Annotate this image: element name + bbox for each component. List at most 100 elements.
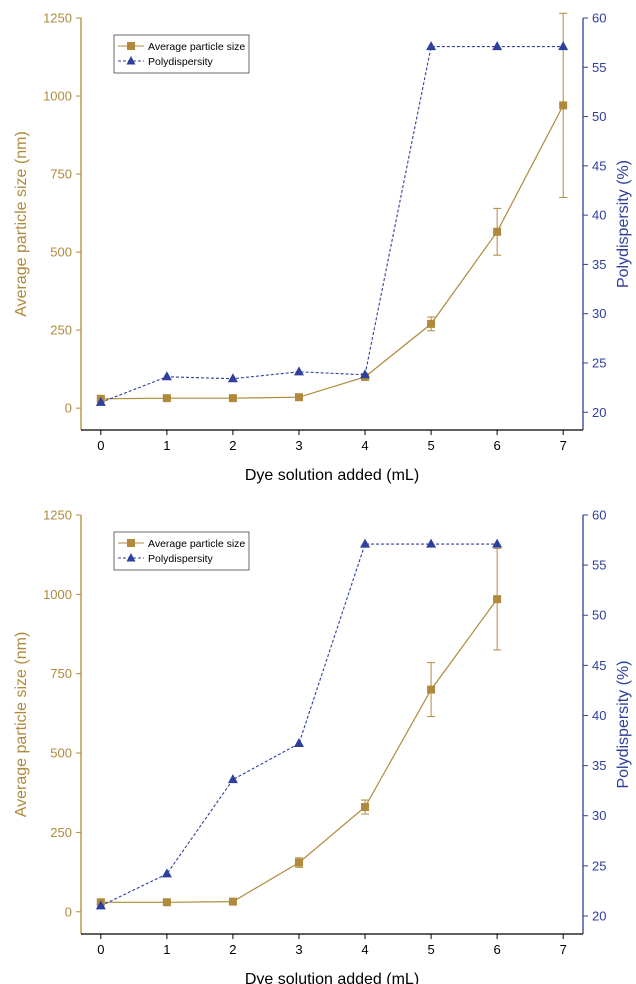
legend-marker-triangle — [126, 56, 136, 65]
y-tick-label: 250 — [50, 323, 72, 338]
legend-label: Average particle size — [148, 41, 245, 53]
y-tick-label: 1000 — [43, 587, 72, 602]
x-tick-label: 4 — [361, 438, 368, 453]
x-tick-label: 1 — [163, 942, 170, 957]
x-tick-label: 6 — [494, 942, 501, 957]
y2-tick-label: 30 — [592, 808, 606, 823]
x-tick-label: 5 — [427, 942, 434, 957]
legend: Average particle size Polydispersity — [113, 34, 250, 74]
series-polydispersity — [95, 538, 503, 910]
data-point-triangle — [360, 369, 371, 379]
y-tick-label: 250 — [50, 825, 72, 840]
y2-tick-label: 35 — [592, 257, 606, 272]
data-point-square — [493, 227, 502, 236]
y2-tick-label: 45 — [592, 158, 606, 173]
chart-2: 0 1 2 3 4 5 6 702505007501000125020253035404550… — [13, 508, 632, 984]
data-point-square — [162, 394, 171, 403]
series-line — [100, 105, 564, 400]
data-point-triangle — [558, 41, 569, 51]
data-point-square — [228, 394, 237, 403]
data-point-triangle — [360, 538, 371, 548]
y2-tick-label: 50 — [592, 608, 606, 623]
data-point-triangle — [95, 396, 106, 406]
data-point-triangle — [492, 538, 503, 548]
y2-tick-label: 55 — [592, 558, 606, 573]
x-tick-label: 2 — [229, 942, 236, 957]
y2-tick-label: 20 — [592, 405, 606, 420]
y-tick-label: 750 — [50, 167, 72, 182]
series-line — [100, 598, 498, 903]
x-tick-label: 6 — [494, 438, 501, 453]
data-point-square — [361, 803, 370, 812]
series-polydispersity — [95, 41, 569, 406]
series-average-particle-size — [96, 547, 502, 907]
legend: Average particle size Polydispersity — [113, 531, 250, 571]
series-line — [100, 543, 498, 907]
y-tick-label: 500 — [50, 746, 72, 761]
data-point-triangle — [492, 41, 503, 51]
y2-tick-label: 60 — [592, 11, 606, 26]
y-axis-title: Average particle size (nm) — [13, 131, 30, 317]
data-point-triangle — [227, 774, 238, 784]
y-tick-label: 750 — [50, 666, 72, 681]
data-point-square — [427, 319, 436, 328]
x-tick-label: 0 — [97, 942, 104, 957]
x-tick-label: 0 — [97, 438, 104, 453]
y-tick-label: 1000 — [43, 89, 72, 104]
legend-label: Polydispersity — [148, 553, 214, 565]
y-tick-label: 1250 — [43, 508, 72, 523]
y2-tick-label: 30 — [592, 306, 606, 321]
legend-box — [113, 531, 250, 571]
legend-marker-square — [127, 42, 135, 50]
y2-tick-label: 45 — [592, 658, 606, 673]
y2-tick-label: 40 — [592, 208, 606, 223]
y2-axis-title: Polydispersity (%) — [615, 160, 632, 288]
data-point-square — [294, 858, 303, 867]
y-tick-label: 0 — [65, 904, 72, 919]
data-point-triangle — [426, 538, 437, 548]
y2-tick-label: 50 — [592, 109, 606, 124]
y2-tick-label: 60 — [592, 508, 606, 523]
y2-tick-label: 25 — [592, 355, 606, 370]
data-point-triangle — [293, 366, 304, 376]
y2-axis-title: Polydispersity (%) — [615, 660, 632, 788]
data-point-triangle — [426, 41, 437, 51]
data-point-square — [162, 898, 171, 907]
x-tick-label: 3 — [295, 942, 302, 957]
data-point-triangle — [293, 738, 304, 748]
y-tick-label: 500 — [50, 245, 72, 260]
data-point-square — [228, 897, 237, 906]
legend-marker-square — [127, 539, 135, 547]
x-tick-label: 7 — [560, 942, 567, 957]
data-point-square — [559, 101, 568, 110]
series-line — [100, 46, 564, 403]
x-tick-label: 3 — [295, 438, 302, 453]
x-tick-label: 4 — [361, 942, 368, 957]
legend-label: Polydispersity — [148, 56, 214, 68]
data-point-square — [493, 595, 502, 604]
x-tick-label: 5 — [427, 438, 434, 453]
data-point-triangle — [95, 900, 106, 910]
legend-box — [113, 34, 250, 74]
y2-tick-label: 25 — [592, 858, 606, 873]
y-tick-label: 1250 — [43, 11, 72, 26]
data-point-triangle — [161, 868, 172, 878]
x-tick-label: 1 — [163, 438, 170, 453]
data-point-triangle — [161, 371, 172, 381]
data-point-square — [427, 685, 436, 694]
chart-1: 0 1 2 3 4 5 6 702505007501000125020253035404550… — [13, 11, 632, 485]
x-tick-label: 2 — [229, 438, 236, 453]
y2-tick-label: 55 — [592, 60, 606, 75]
y-tick-label: 0 — [65, 401, 72, 416]
data-point-square — [294, 393, 303, 402]
y2-tick-label: 40 — [592, 708, 606, 723]
y2-tick-label: 35 — [592, 758, 606, 773]
y-axis-title: Average particle size (nm) — [13, 632, 30, 818]
legend-marker-triangle — [126, 553, 136, 562]
x-tick-label: 7 — [560, 438, 567, 453]
data-point-triangle — [227, 373, 238, 383]
x-axis-title: Dye solution added (mL) — [245, 467, 419, 484]
y2-tick-label: 20 — [592, 908, 606, 923]
legend-label: Average particle size — [148, 538, 245, 550]
